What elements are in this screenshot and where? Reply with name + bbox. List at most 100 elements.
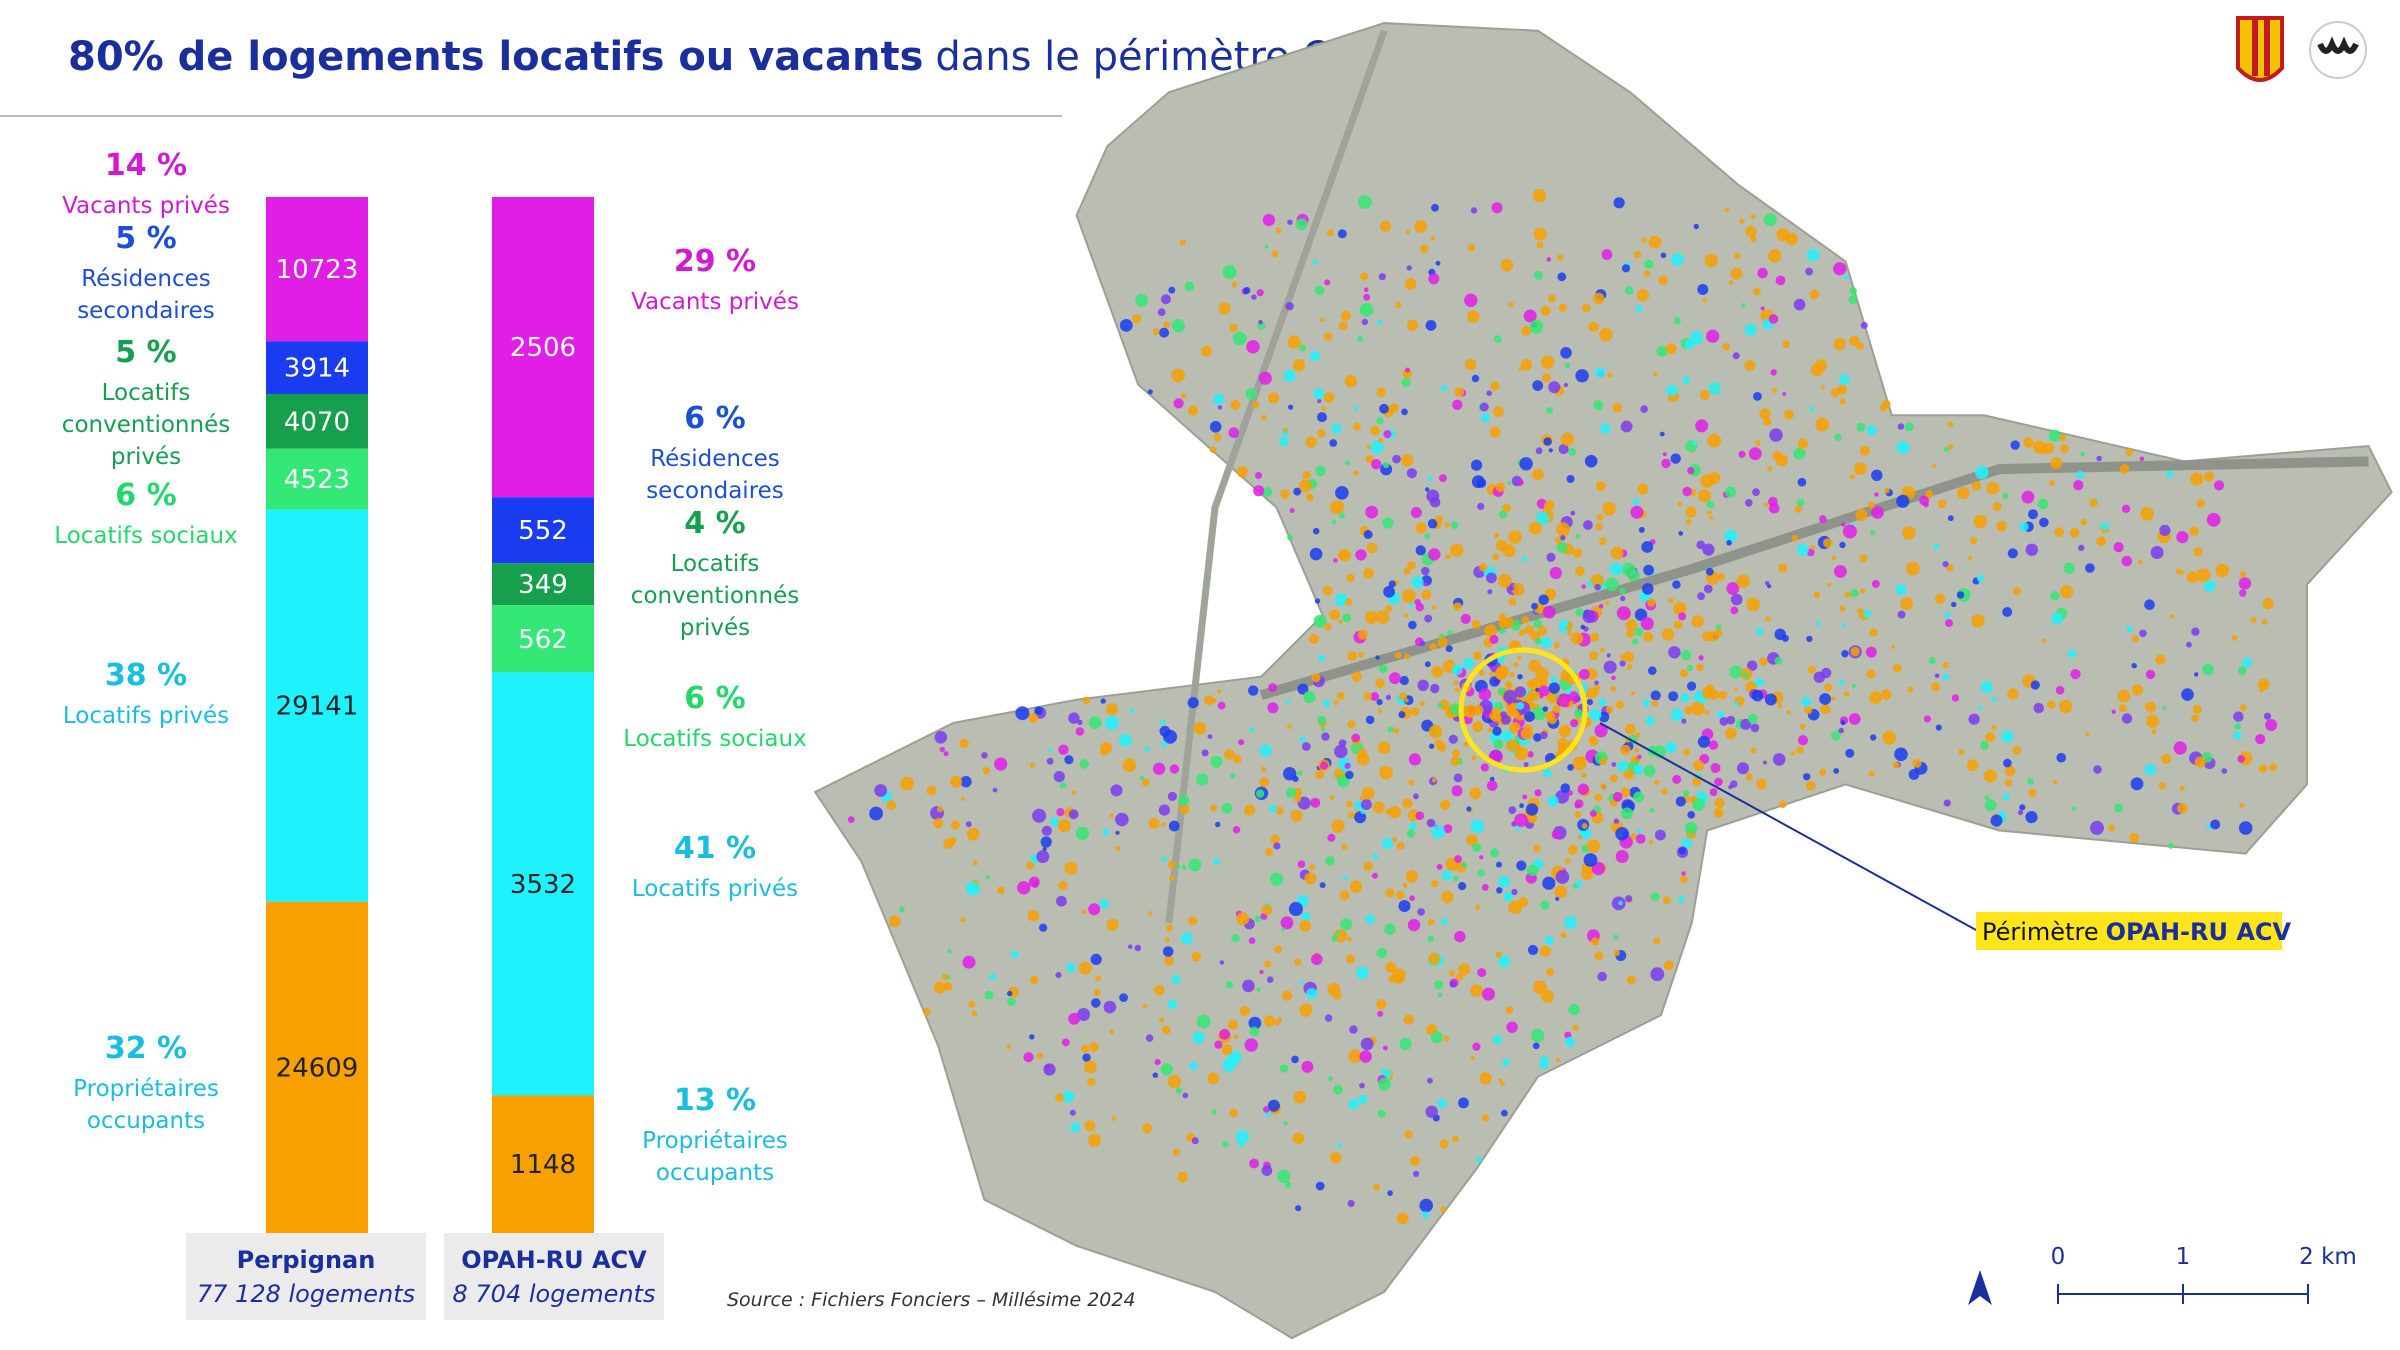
map-dot: [1372, 853, 1379, 860]
map-dot: [1287, 335, 1302, 349]
map-dot: [2121, 555, 2133, 567]
map-dot: [2048, 429, 2061, 442]
map-dot: [1091, 998, 1101, 1008]
map-dot: [1625, 619, 1638, 631]
map-dot: [1687, 467, 1695, 475]
map-dot: [1782, 391, 1787, 396]
map-dot: [1396, 1212, 1409, 1225]
map-dot: [1040, 836, 1052, 848]
map-dot: [1167, 1074, 1182, 1089]
map-dot: [1769, 428, 1783, 442]
map-dot: [1363, 692, 1373, 701]
map-dot: [1648, 235, 1662, 249]
map-dot: [1256, 289, 1264, 297]
map-dot: [1330, 500, 1345, 515]
map-dot: [1505, 1006, 1514, 1014]
map-dot: [1276, 1017, 1282, 1023]
map-dot: [1906, 561, 1920, 576]
map-dot: [1219, 960, 1225, 965]
map-dot: [1448, 734, 1458, 744]
map-dot: [1730, 267, 1743, 280]
map-dot: [933, 818, 944, 829]
map-dot: [1345, 460, 1350, 466]
map-dot: [1188, 916, 1198, 926]
map-dot: [984, 990, 994, 1000]
map-dot: [2007, 688, 2019, 700]
map-dot: [1082, 1053, 1091, 1062]
map-dot: [1507, 481, 1512, 486]
map-dot: [1471, 374, 1480, 383]
map-dot: [1470, 207, 1478, 214]
map-dot: [1248, 937, 1256, 944]
map-dot: [1704, 253, 1719, 268]
map-dot: [2085, 563, 2095, 573]
map-dot: [1329, 795, 1335, 801]
map-dot: [1570, 719, 1578, 728]
map-dot: [1520, 727, 1534, 740]
map-dot: [1401, 408, 1408, 416]
map-dot: [1179, 239, 1186, 246]
map-dot: [1665, 343, 1677, 355]
map-dot: [1502, 1058, 1510, 1067]
value-label: 552: [518, 516, 568, 546]
map-dot: [1592, 292, 1605, 305]
map-dot: [1028, 713, 1039, 723]
series-label: Locatifs sociaux: [54, 523, 238, 549]
map-dot: [1568, 700, 1574, 706]
map-dot: [1612, 402, 1623, 413]
map-dot: [1897, 423, 1905, 430]
map-dot: [1824, 683, 1833, 692]
map-dot: [1882, 730, 1897, 745]
map-dot: [1556, 522, 1570, 537]
map-dot: [1543, 500, 1555, 512]
map-dot: [1420, 244, 1429, 254]
map-dot: [2151, 729, 2157, 735]
map-dot: [1077, 1008, 1091, 1021]
map-dot: [1299, 736, 1306, 743]
map-dot: [1603, 660, 1617, 674]
map-dot: [1532, 380, 1544, 391]
map-dot: [1178, 795, 1190, 807]
map-dot: [2113, 542, 2124, 553]
map-dot: [1801, 696, 1812, 707]
map-dot: [1475, 904, 1481, 910]
map-dot: [1437, 992, 1443, 998]
map-dot: [1996, 520, 2007, 532]
map-dot: [1830, 388, 1840, 398]
map-dot: [1500, 1082, 1506, 1087]
map-dot: [1540, 305, 1551, 316]
map-dot: [2203, 580, 2216, 592]
map-dot: [1392, 454, 1401, 464]
map-dot: [2233, 711, 2244, 722]
map-dot: [1437, 702, 1444, 708]
value-label: 2506: [510, 333, 576, 363]
map-dot: [1819, 515, 1827, 523]
map-dot: [1805, 267, 1813, 276]
map-dot: [1230, 399, 1241, 410]
map-dot: [1039, 923, 1048, 932]
map-dot: [1866, 425, 1877, 436]
map-dot: [1839, 374, 1850, 386]
map-dot: [1679, 669, 1689, 678]
map-dot: [1524, 625, 1535, 635]
map-dot: [2132, 635, 2139, 643]
map-dot: [1061, 1038, 1070, 1047]
map-dot: [1290, 809, 1303, 822]
map-dot: [1797, 477, 1807, 487]
map-dot: [1230, 772, 1236, 779]
map-dot: [1236, 912, 1250, 926]
map-dot: [1109, 1029, 1115, 1034]
map-dot: [926, 785, 937, 796]
map-dot: [1340, 310, 1351, 321]
map-dot: [1292, 1132, 1305, 1145]
map-dot: [1971, 481, 1982, 491]
map-dot: [1029, 1034, 1035, 1040]
map-dot: [1831, 730, 1841, 741]
map-dot: [1327, 833, 1336, 842]
map-dot: [1674, 317, 1681, 325]
map-dot: [1912, 758, 1922, 768]
map-dot: [1351, 733, 1361, 743]
map-dot: [1249, 1158, 1259, 1169]
map-dot: [1947, 515, 1954, 522]
map-dot: [1661, 788, 1668, 795]
